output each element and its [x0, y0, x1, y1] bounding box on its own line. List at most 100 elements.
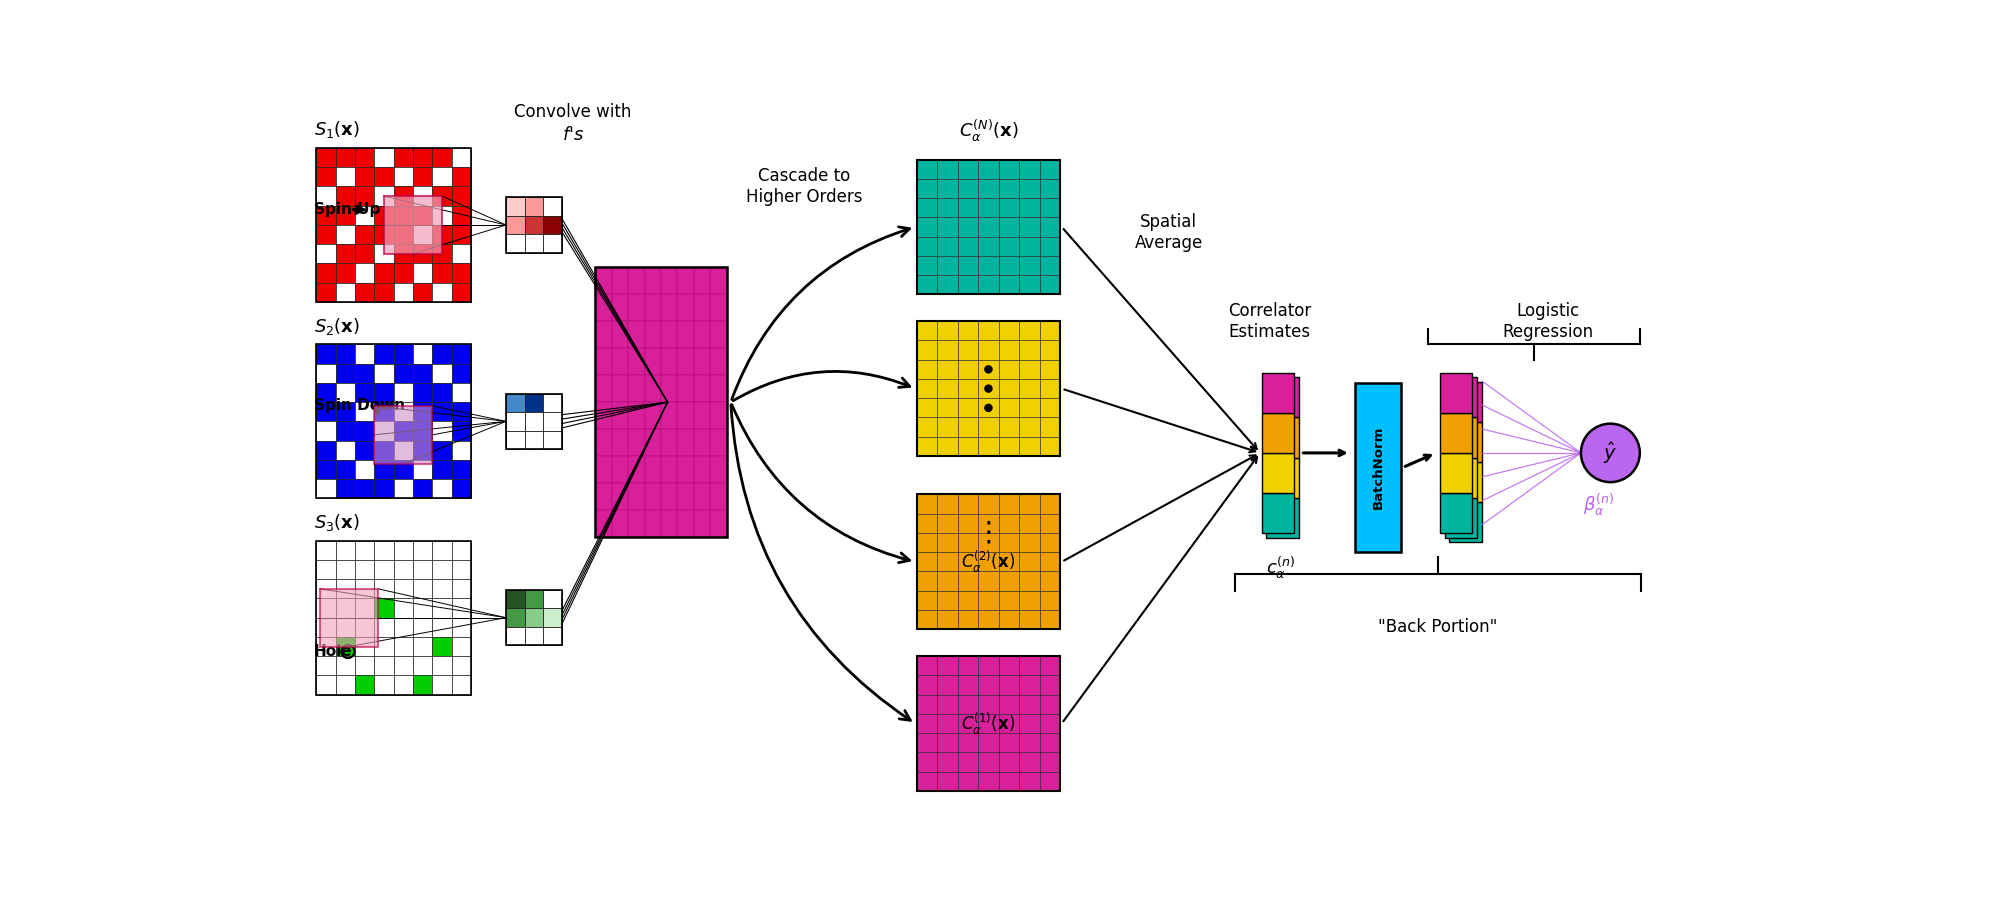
Bar: [336, 676, 354, 695]
Bar: [645, 348, 661, 375]
Bar: [374, 460, 394, 479]
Bar: [695, 267, 711, 294]
Bar: [1449, 382, 1481, 422]
Bar: [452, 283, 470, 302]
Bar: [917, 236, 937, 255]
Bar: [354, 479, 374, 498]
Bar: [1039, 495, 1061, 514]
Bar: [432, 618, 452, 637]
Bar: [957, 236, 979, 255]
Bar: [432, 579, 452, 599]
Bar: [543, 198, 563, 216]
Bar: [412, 676, 432, 695]
Bar: [1019, 217, 1039, 236]
Bar: [412, 560, 432, 579]
Bar: [412, 618, 432, 637]
Bar: [394, 264, 412, 283]
Bar: [1019, 360, 1039, 379]
Bar: [543, 590, 563, 609]
Bar: [999, 418, 1019, 437]
Bar: [957, 572, 979, 591]
Bar: [957, 656, 979, 676]
Bar: [1039, 322, 1061, 341]
Bar: [452, 560, 470, 579]
Bar: [1267, 458, 1299, 497]
Bar: [452, 479, 470, 498]
Bar: [999, 379, 1019, 399]
Bar: [957, 753, 979, 772]
Bar: [1039, 533, 1061, 553]
Bar: [695, 510, 711, 537]
Bar: [937, 610, 957, 630]
Bar: [1019, 255, 1039, 275]
Bar: [1039, 379, 1061, 399]
Bar: [611, 402, 629, 429]
Text: $S_3(\mathbf{x})$: $S_3(\mathbf{x})$: [314, 512, 360, 533]
Bar: [629, 322, 645, 348]
Bar: [595, 267, 611, 294]
Bar: [507, 393, 563, 449]
Bar: [507, 412, 525, 430]
Bar: [979, 772, 999, 791]
Bar: [525, 609, 543, 627]
Bar: [1039, 236, 1061, 255]
Bar: [1039, 676, 1061, 695]
Bar: [452, 618, 470, 637]
Bar: [1039, 610, 1061, 630]
Bar: [677, 483, 695, 510]
Bar: [412, 460, 432, 479]
Bar: [432, 225, 452, 245]
Bar: [645, 483, 661, 510]
Bar: [394, 402, 412, 421]
Bar: [937, 418, 957, 437]
Bar: [937, 178, 957, 198]
Bar: [336, 599, 354, 618]
Text: Spatial
Average: Spatial Average: [1135, 214, 1203, 252]
Bar: [645, 294, 661, 322]
Bar: [336, 344, 354, 363]
Bar: [354, 676, 374, 695]
Bar: [979, 553, 999, 572]
Bar: [354, 344, 374, 363]
Bar: [394, 460, 412, 479]
Bar: [629, 510, 645, 537]
Bar: [1449, 502, 1481, 542]
Bar: [979, 610, 999, 630]
Bar: [999, 676, 1019, 695]
Bar: [957, 553, 979, 572]
Bar: [1449, 422, 1481, 462]
Bar: [316, 479, 336, 498]
Bar: [695, 402, 711, 429]
Bar: [917, 695, 937, 714]
Bar: [957, 255, 979, 275]
Bar: [374, 599, 394, 618]
Bar: [394, 541, 412, 560]
Bar: [937, 322, 957, 341]
Bar: [412, 579, 432, 599]
Bar: [661, 483, 677, 510]
Bar: [452, 206, 470, 225]
Bar: [412, 402, 432, 421]
Bar: [937, 198, 957, 217]
Bar: [452, 656, 470, 676]
Bar: [999, 275, 1019, 294]
Bar: [957, 533, 979, 553]
Bar: [1019, 495, 1039, 514]
Bar: [645, 267, 661, 294]
Bar: [917, 656, 937, 676]
Bar: [979, 656, 999, 676]
Bar: [917, 656, 1061, 791]
Bar: [595, 402, 611, 429]
Bar: [354, 637, 374, 656]
Bar: [999, 753, 1019, 772]
Bar: [1039, 714, 1061, 733]
Bar: [374, 383, 394, 402]
Bar: [354, 383, 374, 402]
Bar: [999, 572, 1019, 591]
Bar: [336, 460, 354, 479]
Bar: [525, 235, 543, 253]
Bar: [316, 637, 336, 656]
Bar: [412, 363, 432, 383]
Bar: [979, 753, 999, 772]
Bar: [452, 460, 470, 479]
